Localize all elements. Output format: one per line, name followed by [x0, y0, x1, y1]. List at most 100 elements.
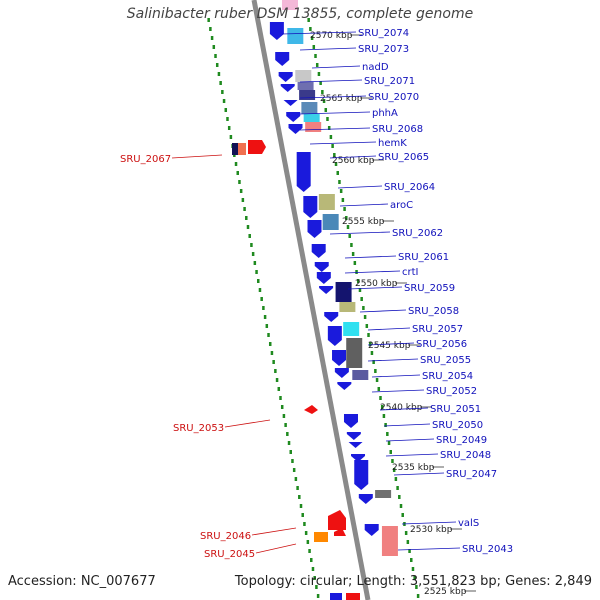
gene-leader-line — [367, 327, 411, 331]
forward-dotted-track — [368, 342, 372, 346]
forward-dotted-track — [389, 450, 392, 454]
reverse-dotted-track — [238, 180, 241, 184]
gene-color-block — [375, 490, 392, 498]
forward-dotted-track — [345, 216, 348, 220]
reverse-dotted-track — [270, 351, 274, 355]
gene-leader-line — [255, 543, 297, 554]
forward-gene-label: SRU_2058 — [408, 306, 459, 317]
forward-dotted-track — [363, 315, 367, 319]
gene-leader-line — [339, 203, 389, 207]
forward-dotted-track — [413, 576, 416, 580]
reverse-dotted-track — [265, 324, 269, 328]
forward-dotted-track — [415, 585, 418, 589]
forward-dotted-track — [314, 54, 317, 58]
gene-leader-line — [309, 141, 377, 145]
forward-dotted-track — [411, 567, 415, 571]
reverse-gene-label: SRU_2067 — [120, 154, 171, 165]
reverse-dotted-track — [210, 36, 214, 40]
reverse-dotted-track — [274, 369, 277, 373]
forward-dotted-track — [367, 333, 370, 337]
reverse-dotted-track — [272, 360, 275, 364]
forward-gene-arrow — [311, 244, 326, 258]
forward-dotted-track — [358, 288, 362, 292]
reverse-dotted-track — [236, 171, 239, 175]
forward-dotted-track — [312, 45, 316, 49]
forward-gene-label: SRU_2061 — [398, 252, 449, 263]
reverse-dotted-track — [260, 297, 263, 301]
forward-dotted-track — [307, 18, 310, 22]
gene-color-block — [346, 593, 360, 600]
reverse-dotted-track — [224, 108, 228, 112]
gene-color-block — [318, 194, 335, 210]
figure-title: Salinibacter ruber DSM 13855, complete g… — [126, 6, 474, 22]
reverse-dotted-track — [251, 252, 255, 256]
gene-color-block — [330, 593, 342, 600]
forward-gene-arrow — [288, 124, 303, 134]
gene-leader-line — [371, 374, 421, 378]
forward-dotted-track — [322, 99, 326, 103]
forward-gene-label: SRU_2065 — [378, 152, 429, 163]
forward-dotted-track — [327, 126, 331, 130]
forward-gene-arrow — [358, 494, 373, 504]
gene-color-block — [339, 302, 356, 312]
reverse-dotted-track — [212, 45, 216, 49]
forward-dotted-track — [333, 153, 336, 157]
forward-dotted-track — [382, 414, 386, 418]
gene-leader-line — [299, 95, 367, 99]
forward-gene-label: SRU_2055 — [420, 355, 471, 366]
forward-dotted-track — [396, 486, 399, 490]
forward-gene-arrow — [283, 100, 298, 106]
reverse-dotted-track — [303, 522, 306, 526]
gene-color-block — [352, 370, 369, 380]
forward-dotted-track — [360, 297, 363, 301]
forward-gene-arrow — [286, 112, 301, 122]
forward-dotted-track — [355, 270, 358, 274]
gene-leader-line — [393, 472, 445, 476]
forward-gene-arrow — [346, 432, 361, 440]
kbp-scale-label: 2540 kbp — [380, 403, 423, 413]
forward-dotted-track — [324, 108, 328, 112]
forward-gene-arrow — [303, 196, 318, 218]
reverse-gene-arrow — [248, 140, 266, 154]
gene-color-block — [295, 70, 312, 82]
gene-leader-line — [299, 127, 371, 131]
kbp-scale-label: 2560 kbp — [332, 156, 375, 166]
forward-gene-arrow — [364, 524, 379, 536]
forward-gene-label: SRU_2052 — [426, 386, 477, 397]
forward-gene-label: SRU_2062 — [392, 228, 443, 239]
forward-gene-arrow — [354, 460, 369, 490]
forward-dotted-track — [315, 63, 319, 67]
genome-backbone — [251, 0, 371, 600]
forward-gene-label: valS — [458, 518, 479, 529]
reverse-dotted-track — [296, 486, 299, 490]
gene-leader-line — [385, 438, 435, 442]
forward-dotted-track — [399, 504, 403, 508]
forward-dotted-track — [375, 378, 379, 382]
forward-dotted-track — [401, 513, 404, 517]
reverse-dotted-track — [222, 99, 226, 103]
reverse-dotted-track — [267, 333, 270, 337]
reverse-dotted-track — [250, 243, 253, 247]
forward-dotted-track — [408, 549, 411, 553]
forward-dotted-track — [351, 252, 355, 256]
forward-dotted-track — [379, 396, 382, 400]
reverse-dotted-track — [245, 216, 248, 220]
forward-dotted-track — [343, 207, 346, 211]
forward-dotted-track — [338, 180, 341, 184]
reverse-dotted-track — [257, 279, 260, 283]
forward-gene-label: SRU_2073 — [358, 44, 409, 55]
reverse-dotted-track — [229, 135, 233, 139]
gene-leader-line — [344, 270, 401, 274]
forward-dotted-track — [370, 351, 374, 355]
reverse-dotted-track — [304, 531, 308, 535]
forward-gene-arrow — [327, 326, 342, 346]
forward-dotted-track — [353, 261, 357, 265]
gene-color-block — [282, 0, 298, 10]
reverse-gene-arrow — [328, 510, 346, 530]
reverse-dotted-track — [214, 54, 217, 58]
forward-gene-label: SRU_2050 — [432, 420, 483, 431]
forward-gene-label: SRU_2056 — [416, 339, 467, 350]
forward-dotted-track — [317, 72, 321, 76]
forward-gene-label: aroC — [390, 200, 413, 211]
